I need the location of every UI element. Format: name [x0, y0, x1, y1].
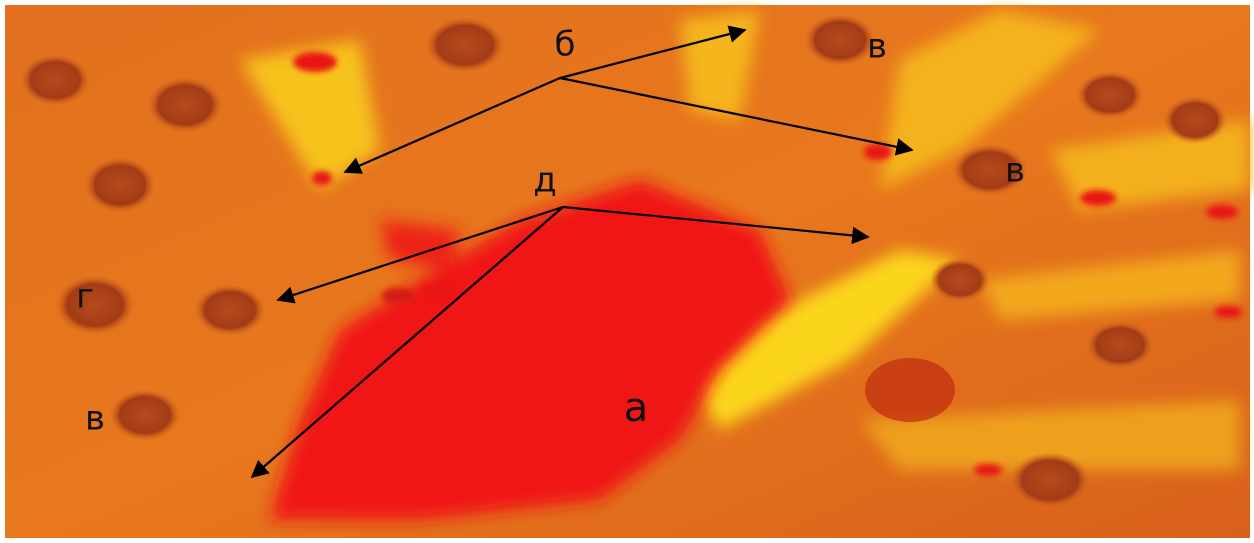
label: в	[1005, 151, 1025, 191]
label: в	[85, 399, 105, 439]
label: в	[867, 27, 887, 67]
label: б	[555, 25, 576, 65]
label: д	[533, 161, 557, 201]
label: а	[624, 385, 649, 431]
micrograph: б в в д г в а	[0, 0, 1254, 543]
label: г	[76, 277, 94, 317]
